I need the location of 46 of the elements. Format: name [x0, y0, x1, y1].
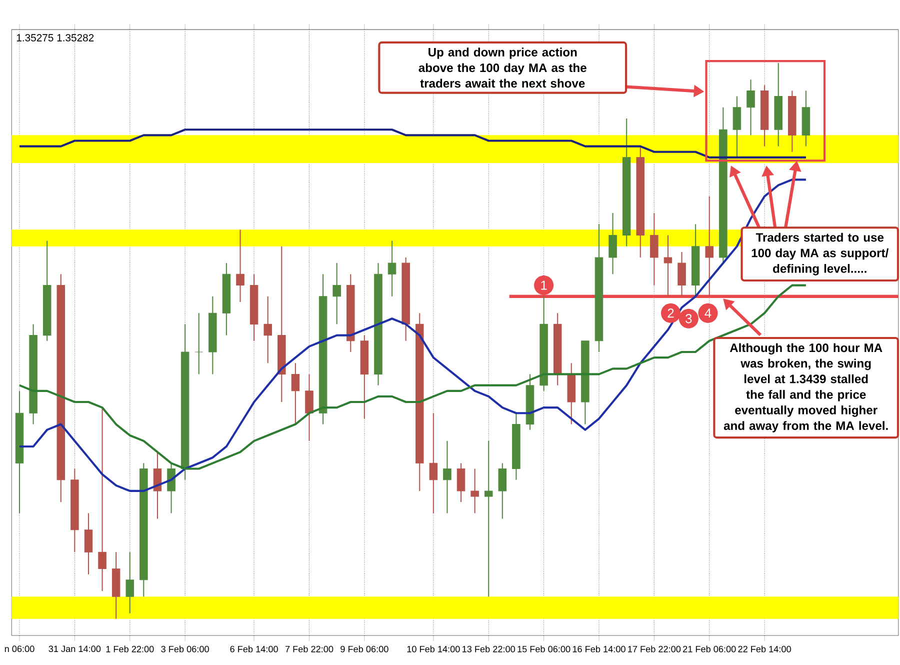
candlestick [608, 212, 617, 275]
x-tick-label: 31 Jan 14:00 [48, 646, 101, 652]
annotation: 2 [668, 308, 674, 318]
candlestick [443, 440, 452, 514]
candlestick [456, 462, 466, 503]
candlestick [429, 412, 438, 514]
candlestick [746, 79, 755, 136]
annotation: 4 [704, 308, 712, 318]
candlestick [84, 512, 93, 575]
x-tick-label: 3 Feb 06:00 [161, 646, 209, 652]
candlestick [678, 251, 686, 297]
candlestick [264, 296, 272, 364]
candlestick [291, 362, 300, 425]
candlestick [484, 440, 493, 598]
x-tick-label: 13 Feb 22:00 [462, 646, 516, 652]
x-tick-label: 7 Feb 22:00 [285, 646, 334, 652]
candlestick [332, 262, 341, 325]
annotation: 3 [686, 314, 692, 324]
candlestick [167, 462, 176, 514]
candlestick [305, 374, 314, 442]
x-tick-label: 1 Feb 22:00 [106, 646, 154, 652]
candlestick [705, 196, 714, 297]
x-tick-label: 6 Feb 14:00 [230, 646, 278, 652]
annotation: Up and down price action above the 100 day MA as the traders await the next shove [418, 48, 586, 88]
x-tick-label: 22 Feb 14:00 [738, 646, 791, 652]
text: 1.35275 1.35282 [16, 34, 94, 42]
annotation: Traders started to use 100 day MA as support/ defining level..... [752, 232, 889, 276]
candlestick [236, 229, 244, 302]
x-tick-label: 21 Feb 06:00 [683, 646, 736, 652]
candlestick [388, 240, 396, 297]
candlestick [98, 407, 106, 592]
x-tick-label: 9 Feb 06:00 [340, 646, 388, 652]
candlestick [664, 234, 672, 297]
candlestick [470, 468, 479, 514]
candlestick [732, 96, 742, 158]
x-tick-label: 10 Feb 14:00 [407, 646, 460, 652]
annotation: 1 [541, 280, 547, 290]
candlestick [498, 462, 507, 520]
x-tick-label: 16 Feb 14:00 [572, 646, 626, 652]
x-tick-label: 15 Feb 06:00 [518, 646, 570, 652]
candlestick [126, 552, 134, 614]
candlestick [194, 312, 203, 375]
x-tick-label: 17 Feb 22:00 [628, 646, 681, 652]
x-tick-label: n 06:00 [4, 646, 34, 652]
candlestick [650, 212, 658, 286]
annotation: Although the 100 hour MA was broken, the swing level at 1.3439 stalled the fall and the price eventually moved higher and away from the MA level. [724, 343, 888, 432]
